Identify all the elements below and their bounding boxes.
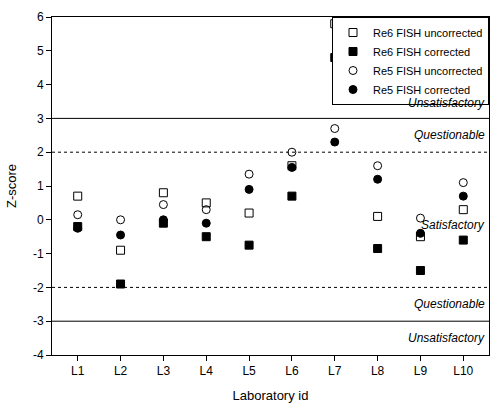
svg-text:L2: L2 bbox=[114, 364, 128, 378]
svg-text:Re6 FISH corrected: Re6 FISH corrected bbox=[373, 46, 470, 58]
svg-text:L7: L7 bbox=[328, 364, 342, 378]
svg-text:L10: L10 bbox=[453, 364, 473, 378]
svg-text:L9: L9 bbox=[414, 364, 428, 378]
svg-text:Z-score: Z-score bbox=[4, 164, 19, 208]
svg-text:Questionable: Questionable bbox=[414, 128, 485, 142]
svg-text:Laboratory id: Laboratory id bbox=[233, 388, 309, 403]
svg-text:4: 4 bbox=[37, 78, 44, 92]
svg-text:Unsatisfactory: Unsatisfactory bbox=[408, 331, 485, 345]
svg-text:L8: L8 bbox=[371, 364, 385, 378]
svg-text:-4: -4 bbox=[33, 348, 44, 362]
svg-text:Questionable: Questionable bbox=[414, 297, 485, 311]
svg-text:Unsatisfactory: Unsatisfactory bbox=[408, 96, 485, 110]
svg-text:Re5 FISH corrected: Re5 FISH corrected bbox=[373, 84, 470, 96]
svg-text:L3: L3 bbox=[157, 364, 171, 378]
svg-text:Satisfactory: Satisfactory bbox=[421, 218, 485, 232]
svg-text:Re5 FISH uncorrected: Re5 FISH uncorrected bbox=[373, 65, 482, 77]
svg-text:1: 1 bbox=[37, 179, 44, 193]
svg-text:5: 5 bbox=[37, 44, 44, 58]
svg-text:-1: -1 bbox=[33, 247, 44, 261]
svg-text:Re6 FISH uncorrected: Re6 FISH uncorrected bbox=[373, 27, 482, 39]
svg-text:0: 0 bbox=[37, 213, 44, 227]
svg-text:6: 6 bbox=[37, 10, 44, 24]
svg-text:2: 2 bbox=[37, 145, 44, 159]
svg-text:L1: L1 bbox=[71, 364, 85, 378]
svg-text:L6: L6 bbox=[285, 364, 299, 378]
svg-text:3: 3 bbox=[37, 112, 44, 126]
svg-text:-3: -3 bbox=[33, 314, 44, 328]
svg-text:-2: -2 bbox=[33, 281, 44, 295]
svg-text:L5: L5 bbox=[242, 364, 256, 378]
svg-text:L4: L4 bbox=[200, 364, 214, 378]
